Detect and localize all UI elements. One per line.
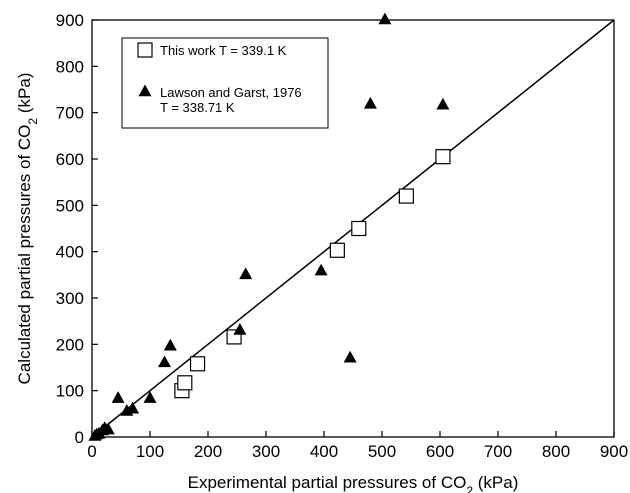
legend: This work T = 339.1 K Lawson and Garst, … (121, 37, 329, 129)
point-lawson-garst (111, 391, 125, 403)
x-axis-title: Experimental partial pressures of CO2 (k… (188, 473, 519, 493)
x-tick-label: 200 (194, 442, 222, 461)
y-tick-label: 700 (56, 104, 84, 123)
y-tick-label: 800 (56, 57, 84, 76)
x-tick-label: 400 (310, 442, 338, 461)
x-tick-label: 700 (484, 442, 512, 461)
legend-label-lawson-garst-temperature: T = 338.71 K (160, 100, 235, 115)
point-lawson-garst (163, 338, 177, 351)
data-points (88, 12, 451, 441)
x-axis-title-subscript: 2 (466, 484, 473, 493)
point-lawson-garst (126, 401, 140, 414)
x-axis: 0 100 200 300 400 500 600 700 800 900 (87, 431, 628, 461)
point-this-work (189, 356, 206, 372)
legend-label-lawson-garst: Lawson and Garst, 1976 (160, 85, 302, 100)
y-axis-title: Calculated partial pressures of CO2 (kPa… (15, 73, 40, 385)
point-lawson-garst (314, 263, 328, 276)
point-lawson-garst (378, 12, 392, 25)
point-this-work (177, 375, 193, 391)
x-tick-label: 900 (600, 442, 628, 461)
plot-frame (91, 19, 615, 438)
legend-marker-open-square (137, 42, 153, 58)
x-tick-label: 100 (136, 442, 164, 461)
point-lawson-garst (158, 355, 171, 368)
x-tick-label: 600 (426, 442, 454, 461)
y-tick-label: 600 (56, 150, 84, 169)
point-this-work (329, 242, 345, 258)
legend-label-this-work: This work T = 339.1 K (160, 43, 287, 58)
y-axis-title-subscript: 2 (26, 118, 40, 125)
point-lawson-garst (436, 97, 450, 110)
y-tick-label: 0 (75, 428, 84, 447)
point-lawson-garst (143, 391, 157, 403)
legend-box (121, 37, 329, 129)
plot-border (91, 19, 615, 438)
point-this-work (398, 188, 414, 204)
point-lawson-garst (101, 422, 115, 435)
point-lawson-garst (233, 323, 247, 335)
y-tick-label: 900 (56, 11, 84, 30)
point-lawson-garst (363, 96, 377, 109)
point-this-work (435, 149, 451, 165)
y-tick-label: 100 (56, 382, 84, 401)
y-tick-label: 300 (56, 289, 84, 308)
x-tick-label: 300 (252, 442, 280, 461)
y-tick-label: 500 (56, 196, 84, 215)
y-tick-label: 200 (56, 335, 84, 354)
point-this-work (351, 220, 367, 237)
legend-marker-filled-triangle (138, 84, 152, 97)
x-tick-label: 800 (542, 442, 570, 461)
y-tick-label: 400 (56, 243, 84, 262)
x-tick-label: 0 (87, 442, 96, 461)
point-lawson-garst (239, 267, 253, 280)
point-lawson-garst (343, 350, 357, 363)
x-tick-label: 500 (368, 442, 396, 461)
